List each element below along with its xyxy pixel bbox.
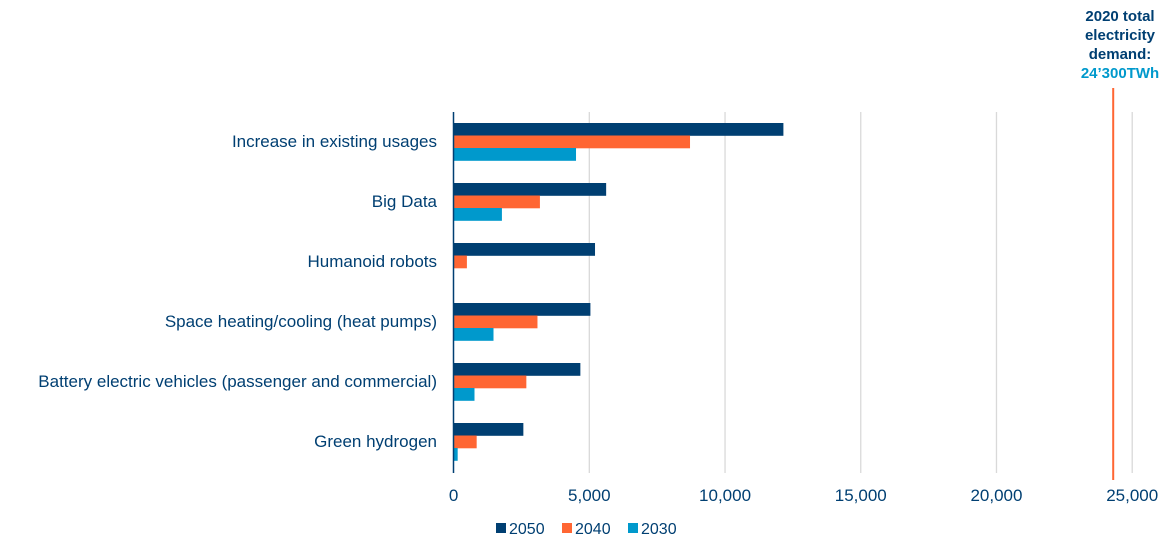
legend-label: 2040 bbox=[575, 521, 611, 538]
bar-2040 bbox=[453, 195, 540, 209]
bar-2040 bbox=[453, 135, 691, 149]
reference-label-line-1: 2020 total bbox=[1085, 8, 1154, 25]
x-tick-label: 10,000 bbox=[699, 486, 751, 505]
category-labels: Increase in existing usages Big Data Human… bbox=[38, 132, 437, 451]
category-label: Big Data bbox=[372, 192, 438, 211]
bar-2040 bbox=[453, 255, 467, 269]
bar-2040 bbox=[453, 375, 527, 389]
bars bbox=[453, 123, 784, 461]
bar-2040 bbox=[453, 315, 538, 329]
bar-2030 bbox=[453, 388, 475, 401]
x-tick-label: 25,000 bbox=[1106, 486, 1158, 505]
x-tick-label: 20,000 bbox=[970, 486, 1022, 505]
bar-2030 bbox=[453, 148, 577, 161]
reference-line-group: 2020 total electricity demand: 24’300TWh bbox=[1081, 8, 1159, 480]
x-tick-label: 5,000 bbox=[568, 486, 611, 505]
reference-label-line-3: demand: bbox=[1089, 46, 1152, 63]
gridlines bbox=[588, 112, 1133, 473]
bar-2040 bbox=[453, 435, 477, 449]
legend: 2050 2040 2030 bbox=[496, 521, 677, 538]
legend-swatch-2040 bbox=[562, 523, 572, 533]
bar-2050 bbox=[453, 363, 581, 376]
legend-label: 2050 bbox=[509, 521, 545, 538]
bar-2050 bbox=[453, 423, 524, 436]
legend-swatch-2050 bbox=[496, 523, 506, 533]
bar-2050 bbox=[453, 243, 596, 256]
category-label: Humanoid robots bbox=[308, 252, 437, 271]
x-tick-label: 0 bbox=[449, 486, 458, 505]
reference-label-value: 24’300TWh bbox=[1081, 65, 1159, 82]
bar-2030 bbox=[453, 208, 502, 221]
category-label: Space heating/cooling (heat pumps) bbox=[165, 312, 437, 331]
bar-2050 bbox=[453, 123, 784, 136]
bar-2030 bbox=[453, 448, 458, 461]
x-tick-labels: 0 5,000 10,000 15,000 20,000 25,000 bbox=[449, 486, 1158, 505]
x-tick-label: 15,000 bbox=[835, 486, 887, 505]
reference-label-line-2: electricity bbox=[1085, 27, 1156, 44]
category-label: Green hydrogen bbox=[314, 432, 437, 451]
category-label: Increase in existing usages bbox=[232, 132, 437, 151]
bar-2030 bbox=[453, 328, 494, 341]
category-label: Battery electric vehicles (passenger and… bbox=[38, 372, 437, 391]
bar-2050 bbox=[453, 303, 591, 316]
legend-swatch-2030 bbox=[628, 523, 638, 533]
bar-2050 bbox=[453, 183, 607, 196]
legend-label: 2030 bbox=[641, 521, 677, 538]
